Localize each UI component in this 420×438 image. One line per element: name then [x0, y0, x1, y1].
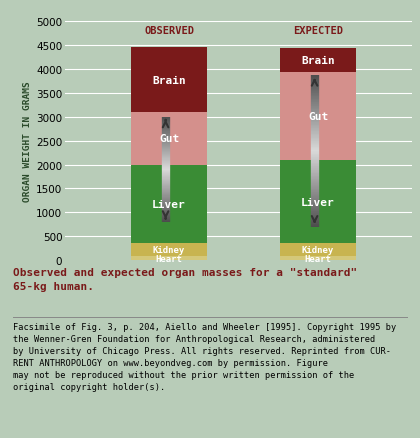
Bar — [131, 256, 207, 261]
Text: Brain: Brain — [152, 75, 186, 85]
Text: Liver: Liver — [301, 197, 335, 207]
Text: OBSERVED: OBSERVED — [144, 25, 194, 35]
Text: Gut: Gut — [159, 134, 179, 144]
Bar — [280, 244, 356, 256]
Y-axis label: ORGAN WEIGHT IN GRAMS: ORGAN WEIGHT IN GRAMS — [23, 81, 32, 201]
Text: EXPECTED: EXPECTED — [293, 25, 343, 35]
Text: Observed and expected organ masses for a "standard"
65-kg human.: Observed and expected organ masses for a… — [13, 267, 357, 291]
Bar — [280, 256, 356, 261]
Text: Kidney: Kidney — [302, 246, 334, 254]
Text: Heart: Heart — [156, 254, 182, 263]
Bar — [131, 48, 207, 113]
Bar — [280, 160, 356, 244]
Bar — [131, 165, 207, 244]
Bar — [280, 73, 356, 160]
Bar — [131, 113, 207, 165]
Text: Gut: Gut — [308, 111, 328, 121]
Text: Heart: Heart — [304, 254, 331, 263]
Text: Liver: Liver — [152, 200, 186, 209]
Text: Facsimile of Fig. 3, p. 204, Aiello and Wheeler [1995]. Copyright 1995 by
the We: Facsimile of Fig. 3, p. 204, Aiello and … — [13, 322, 396, 392]
Text: Kidney: Kidney — [153, 246, 185, 254]
Bar — [131, 244, 207, 256]
Text: Brain: Brain — [301, 56, 335, 66]
Bar — [280, 49, 356, 73]
